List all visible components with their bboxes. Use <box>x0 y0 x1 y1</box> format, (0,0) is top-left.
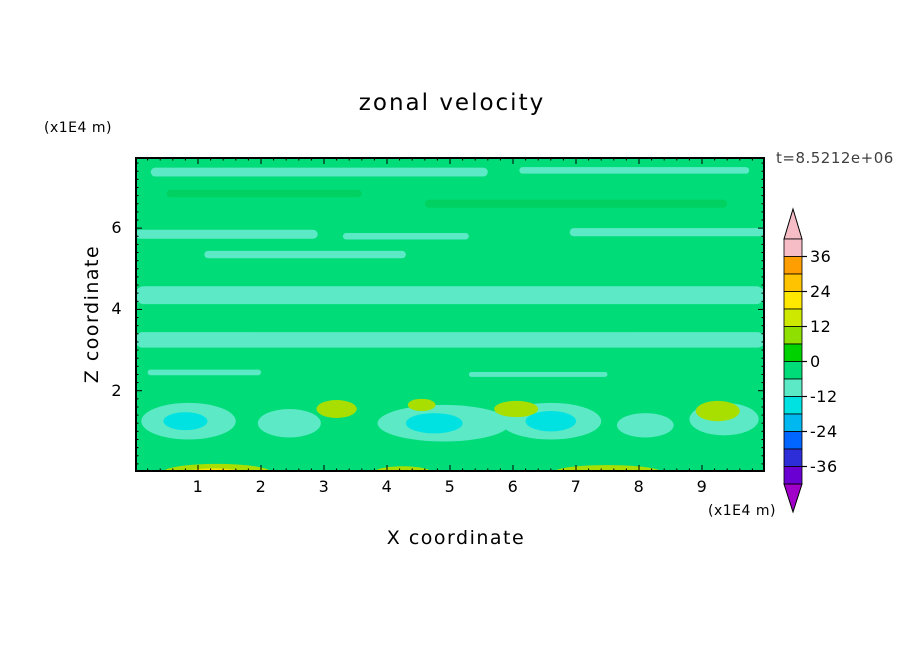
time-annotation: t=8.5212e+06 <box>776 149 894 167</box>
contour-feature <box>147 369 261 376</box>
contour-feature <box>494 400 539 418</box>
colorbar-label: 0 <box>810 351 821 371</box>
colorbar-segment <box>783 448 803 467</box>
colorbar-segment <box>783 238 803 257</box>
colorbar-label: 12 <box>810 316 832 336</box>
y-axis-title: Z coordinate <box>81 244 103 384</box>
colorbar-segment <box>783 396 803 415</box>
x-tick-label: 8 <box>633 477 645 496</box>
x-tick-label: 5 <box>444 477 456 496</box>
contour-feature <box>569 228 765 237</box>
colorbar-segment <box>783 343 803 362</box>
contour-feature <box>166 189 362 198</box>
colorbar-segment <box>783 361 803 380</box>
colorbar-segment <box>783 273 803 292</box>
contour-feature <box>468 372 608 377</box>
colorbar-segment <box>783 291 803 310</box>
x-tick-label: 9 <box>696 477 708 496</box>
x-tick-label: 7 <box>570 477 582 496</box>
x-tick-label: 1 <box>192 477 204 496</box>
contour-feature <box>616 413 674 438</box>
x-tick-label: 3 <box>318 477 330 496</box>
colorbar-segment <box>783 308 803 327</box>
chart-title: zonal velocity <box>358 90 546 116</box>
contour-feature <box>150 167 488 177</box>
y-tick-label: 2 <box>111 380 122 400</box>
colorbar-label: 24 <box>810 281 832 301</box>
colorbar-segment <box>783 431 803 450</box>
contour-feature <box>135 229 318 239</box>
contour-feature <box>163 412 208 431</box>
contour-feature <box>316 400 357 418</box>
colorbar-label: -12 <box>810 386 838 406</box>
colorbar-label: 36 <box>810 246 832 266</box>
plot-frame <box>135 157 765 472</box>
colorbar-segment <box>783 378 803 397</box>
x-tick-label: 2 <box>255 477 267 496</box>
colorbar-arrow-down <box>783 483 803 514</box>
x-tick-label: 4 <box>381 477 393 496</box>
colorbar-label: -36 <box>810 456 838 476</box>
colorbar <box>783 207 807 514</box>
x-axis-title: X coordinate <box>386 527 526 549</box>
colorbar-segment <box>783 256 803 275</box>
x-tick-label: 6 <box>507 477 519 496</box>
contour-feature <box>135 286 765 305</box>
contour-feature <box>407 398 436 412</box>
x-axis-unit-label: (x1E4 m) <box>708 503 776 519</box>
colorbar-segment <box>783 413 803 432</box>
contour-feature <box>695 400 740 422</box>
contour-feature <box>519 167 750 174</box>
contour-feature <box>342 233 469 240</box>
colorbar-segment <box>783 326 803 345</box>
contour-plot-area <box>135 157 765 472</box>
contour-feature <box>163 463 271 472</box>
contour-feature <box>135 332 765 348</box>
contour-feature <box>525 411 576 432</box>
contour-field <box>135 157 765 472</box>
colorbar-arrow-up <box>783 207 803 240</box>
contour-feature <box>405 413 463 434</box>
colorbar-label: -24 <box>810 421 838 441</box>
colorbar-segment <box>783 466 803 485</box>
contour-feature <box>257 409 321 438</box>
contour-feature <box>204 250 406 259</box>
y-axis-unit-label: (x1E4 m) <box>44 120 112 136</box>
y-tick-label: 6 <box>111 218 122 238</box>
contour-feature <box>424 199 728 208</box>
